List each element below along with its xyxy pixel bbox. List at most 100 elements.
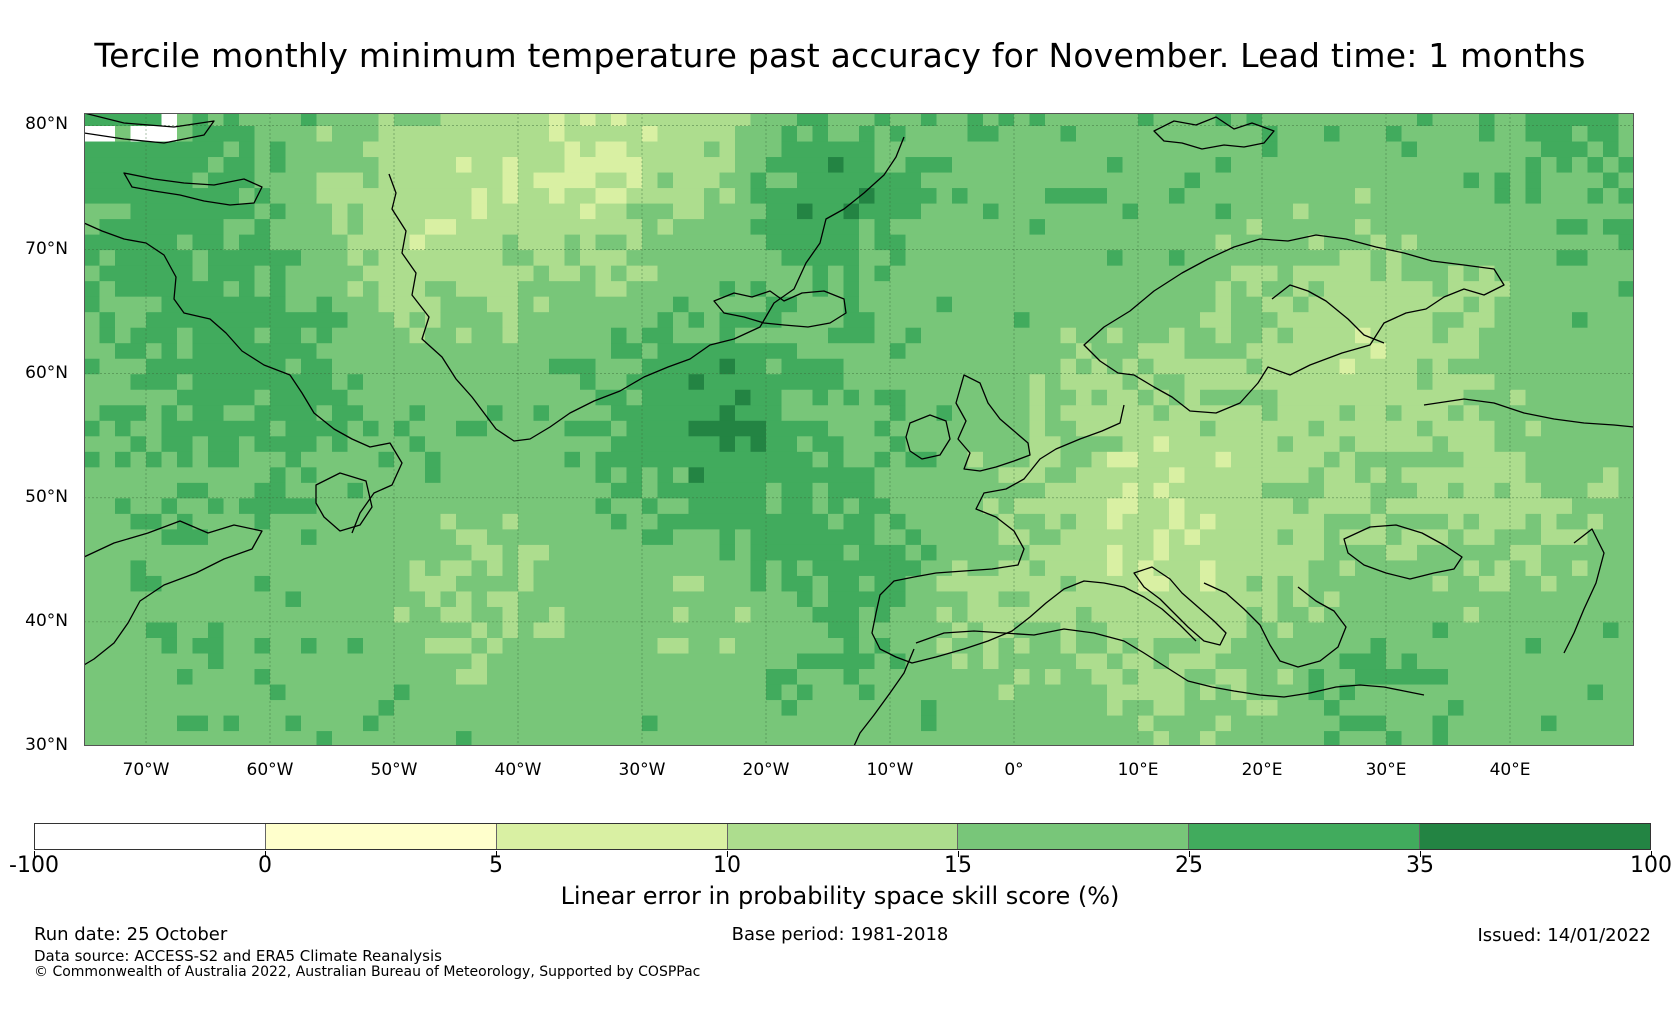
skill-cell bbox=[921, 590, 938, 607]
skill-cell bbox=[1169, 482, 1186, 499]
skill-cell bbox=[983, 218, 1000, 235]
skill-cell bbox=[843, 652, 860, 670]
skill-cell bbox=[1153, 420, 1170, 437]
skill-cell bbox=[921, 637, 938, 654]
skill-cell bbox=[595, 404, 612, 421]
skill-cell bbox=[285, 451, 302, 468]
skill-cell bbox=[502, 528, 519, 545]
skill-cell bbox=[673, 327, 690, 344]
skill-cell bbox=[285, 606, 302, 623]
skill-cell bbox=[1200, 373, 1217, 390]
skill-cell bbox=[115, 435, 132, 452]
skill-cell bbox=[347, 637, 364, 654]
skill-cell bbox=[254, 435, 271, 452]
skill-cell bbox=[332, 218, 349, 235]
skill-cell bbox=[1014, 497, 1031, 514]
skill-cell bbox=[611, 373, 628, 390]
skill-cell bbox=[595, 575, 612, 592]
skill-cell bbox=[208, 342, 225, 359]
skill-cell bbox=[642, 358, 659, 375]
skill-cell bbox=[409, 187, 426, 204]
skill-cell bbox=[1045, 404, 1062, 421]
skill-cell bbox=[394, 652, 411, 670]
skill-cell bbox=[828, 296, 845, 313]
skill-cell bbox=[239, 559, 256, 576]
skill-cell bbox=[316, 249, 333, 266]
skill-cell bbox=[409, 559, 426, 576]
skill-cell bbox=[750, 668, 767, 685]
skill-cell bbox=[657, 218, 674, 235]
skill-cell bbox=[797, 202, 814, 220]
skill-cell bbox=[1432, 171, 1449, 189]
skill-cell bbox=[471, 171, 488, 189]
skill-cell bbox=[502, 265, 519, 282]
skill-cell bbox=[1045, 466, 1062, 483]
skill-cell bbox=[1138, 202, 1155, 220]
skill-cell bbox=[84, 358, 101, 375]
skill-cell bbox=[750, 637, 767, 654]
skill-cell bbox=[642, 652, 659, 670]
skill-cell bbox=[518, 113, 535, 127]
skill-cell bbox=[998, 730, 1015, 746]
skill-cell bbox=[502, 311, 519, 328]
skill-cell bbox=[921, 435, 938, 452]
skill-cell bbox=[998, 280, 1015, 297]
skill-cell bbox=[1401, 621, 1418, 638]
skill-cell bbox=[394, 544, 411, 561]
skill-cell bbox=[394, 296, 411, 313]
skill-cell bbox=[1184, 466, 1201, 483]
skill-cell bbox=[440, 404, 457, 421]
skill-cell bbox=[921, 466, 938, 483]
skill-cell bbox=[1308, 156, 1325, 173]
skill-cell bbox=[1463, 280, 1480, 297]
skill-cell bbox=[254, 668, 271, 685]
skill-cell bbox=[1386, 559, 1403, 576]
skill-cell bbox=[1246, 683, 1263, 701]
skill-cell bbox=[1432, 435, 1449, 452]
skill-cell bbox=[177, 218, 194, 235]
skill-cell bbox=[580, 296, 597, 313]
skill-cell bbox=[161, 497, 178, 514]
skill-cell bbox=[1370, 451, 1387, 468]
skill-cell bbox=[905, 714, 922, 732]
skill-cell bbox=[425, 451, 442, 468]
skill-cell bbox=[1510, 125, 1527, 142]
skill-cell bbox=[456, 280, 473, 297]
skill-cell bbox=[998, 637, 1015, 654]
skill-cell bbox=[239, 730, 256, 746]
skill-cell bbox=[828, 420, 845, 437]
skill-cell bbox=[1060, 234, 1077, 251]
skill-cell bbox=[518, 249, 535, 266]
skill-cell bbox=[1324, 389, 1341, 406]
skill-cell bbox=[177, 730, 194, 746]
skill-cell bbox=[828, 621, 845, 638]
skill-cell bbox=[797, 683, 814, 701]
skill-cell bbox=[766, 373, 783, 390]
skill-cell bbox=[1076, 482, 1093, 499]
skill-cell bbox=[549, 171, 566, 189]
skill-cell bbox=[332, 202, 349, 220]
skill-cell bbox=[332, 652, 349, 670]
skill-cell bbox=[1401, 497, 1418, 514]
skill-cell bbox=[425, 621, 442, 638]
skill-cell bbox=[425, 668, 442, 685]
skill-cell bbox=[1277, 482, 1294, 499]
skill-cell bbox=[1339, 342, 1356, 359]
skill-cell bbox=[657, 513, 674, 530]
skill-cell bbox=[1308, 125, 1325, 142]
skill-cell bbox=[301, 699, 318, 716]
skill-cell bbox=[1246, 171, 1263, 189]
skill-cell bbox=[425, 311, 442, 328]
skill-cell bbox=[471, 265, 488, 282]
skill-cell bbox=[1603, 140, 1620, 158]
skill-cell bbox=[673, 404, 690, 421]
skill-cell bbox=[1045, 528, 1062, 545]
skill-cell bbox=[1510, 280, 1527, 297]
skill-cell bbox=[316, 156, 333, 173]
skill-cell bbox=[1448, 125, 1465, 142]
skill-cell bbox=[84, 466, 101, 483]
skill-cell bbox=[425, 218, 442, 235]
skill-cell bbox=[99, 435, 116, 452]
skill-cell bbox=[936, 621, 953, 638]
skill-cell bbox=[1277, 714, 1294, 732]
